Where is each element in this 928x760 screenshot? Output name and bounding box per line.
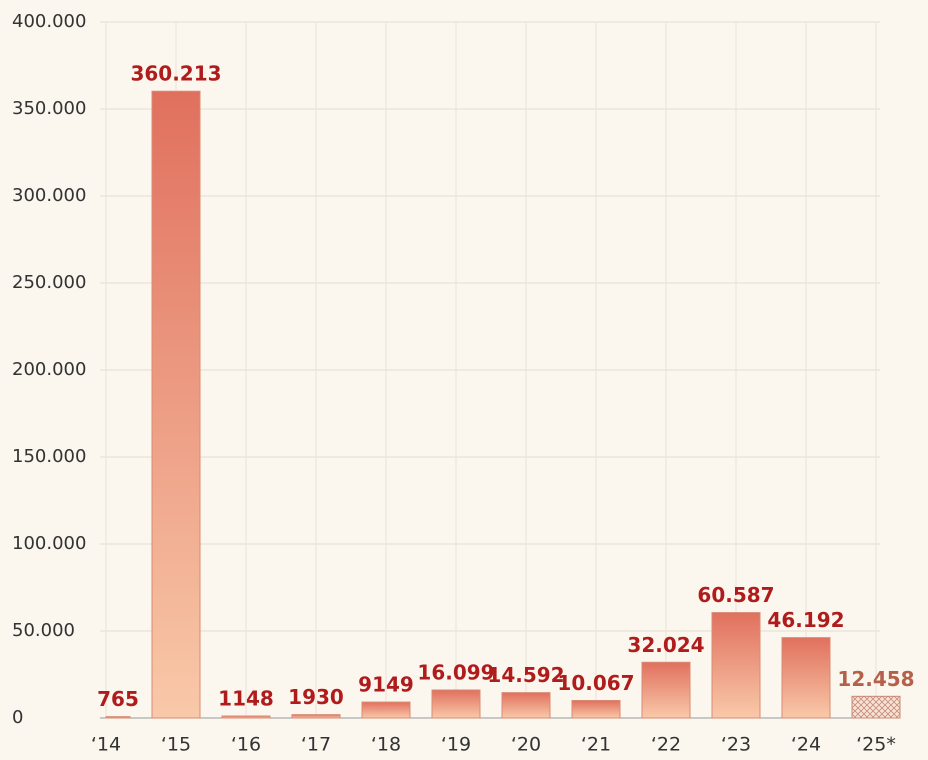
y-tick-label: 350.000 <box>12 98 86 119</box>
bar <box>851 695 901 719</box>
value-label: 10.067 <box>557 671 634 695</box>
y-tick-label: 150.000 <box>12 446 86 467</box>
bar <box>105 716 131 719</box>
bar <box>711 612 761 719</box>
x-tick-label: ‘20 <box>511 734 541 756</box>
x-tick-label: ‘21 <box>581 734 611 756</box>
y-tick-label: 300.000 <box>12 185 86 206</box>
y-tick-label: 50.000 <box>12 620 75 641</box>
value-label: 46.192 <box>767 608 844 632</box>
value-label: 60.587 <box>697 583 774 607</box>
x-tick-label: ‘17 <box>301 734 331 756</box>
bar <box>291 714 341 719</box>
value-label: 9149 <box>358 673 414 697</box>
bar <box>151 90 201 719</box>
y-tick-label: 250.000 <box>12 272 86 293</box>
x-tick-label: ‘19 <box>441 734 471 756</box>
value-label: 1148 <box>218 687 274 711</box>
x-tick-label: ‘23 <box>721 734 751 756</box>
x-tick-label: ‘25* <box>856 734 896 756</box>
x-tick-label: ‘18 <box>371 734 401 756</box>
value-label: 360.213 <box>130 62 221 86</box>
bar <box>641 661 691 719</box>
value-label: 1930 <box>288 685 344 709</box>
bar <box>571 699 621 719</box>
x-tick-label: ‘24 <box>791 734 821 756</box>
x-tick-label: ‘16 <box>231 734 261 756</box>
value-label: 32.024 <box>627 633 704 657</box>
y-tick-label: 200.000 <box>12 359 86 380</box>
value-label: 14.592 <box>487 663 564 687</box>
bar <box>221 715 271 719</box>
bar <box>431 689 481 719</box>
value-label: 16.099 <box>417 660 494 684</box>
x-tick-label: ‘22 <box>651 734 681 756</box>
y-tick-label: 100.000 <box>12 533 86 554</box>
x-tick-label: ‘14 <box>91 734 121 756</box>
value-label: 12.458 <box>837 667 914 691</box>
x-tick-label: ‘15 <box>161 734 191 756</box>
value-label: 765 <box>97 687 139 711</box>
bar <box>501 692 551 719</box>
y-tick-label: 400.000 <box>12 11 86 32</box>
bar <box>781 637 831 719</box>
y-tick-label: 0 <box>12 707 23 728</box>
bar <box>361 701 411 719</box>
